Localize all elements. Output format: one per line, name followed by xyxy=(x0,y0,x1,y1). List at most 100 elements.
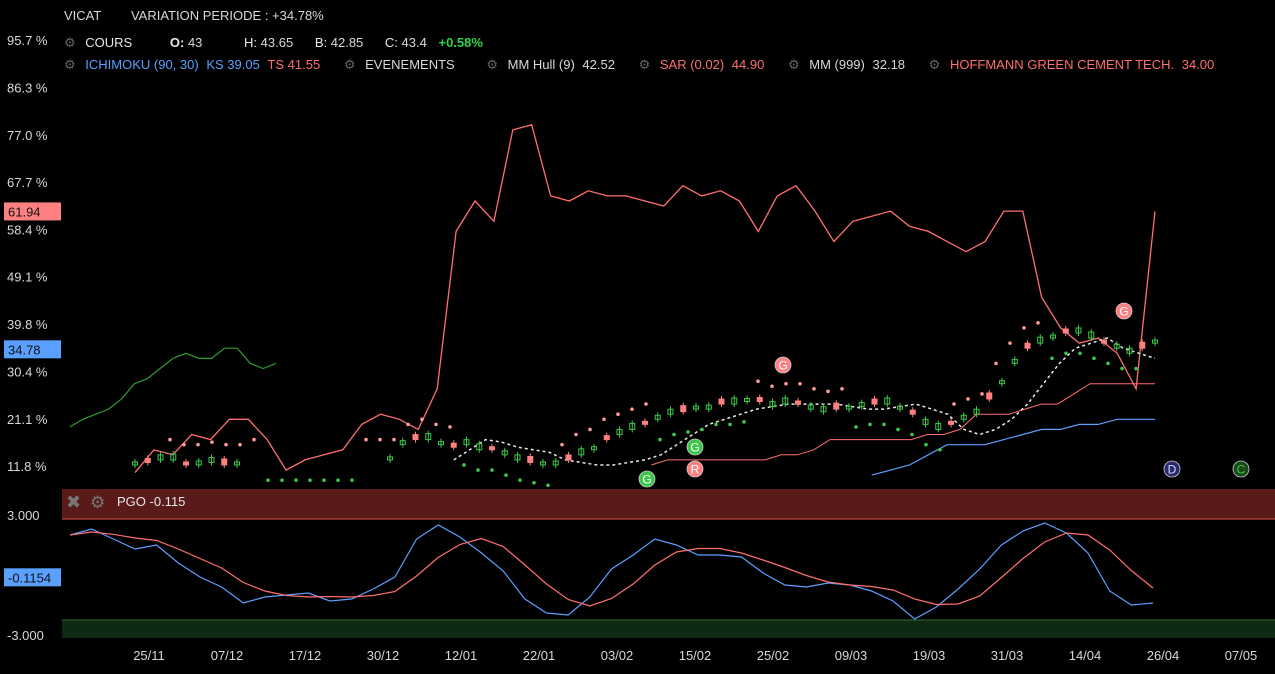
candle-body xyxy=(1011,358,1018,364)
candle-body xyxy=(820,406,827,413)
gear-icon[interactable]: ⚙ xyxy=(343,57,356,72)
y-tick-label: 21.1 % xyxy=(7,412,48,427)
sar-dot xyxy=(1064,351,1068,356)
event-badge[interactable] xyxy=(638,470,656,488)
sar-dot xyxy=(770,384,774,389)
sar-dot xyxy=(854,425,858,429)
event-badge[interactable] xyxy=(1232,460,1250,478)
candle-body xyxy=(1139,341,1146,349)
sar-value: 44.90 xyxy=(731,57,765,72)
price-marker xyxy=(4,340,61,359)
candle-body xyxy=(565,454,572,461)
gear-icon[interactable]: ⚙ xyxy=(787,57,800,72)
x-tick-label: 25/11 xyxy=(133,648,165,663)
pgo-markers: -0.1154 xyxy=(4,568,61,587)
variation-label: VARIATION PERIODE : +34.78% xyxy=(130,8,324,23)
x-tick-label: 17/12 xyxy=(289,648,322,663)
sar-dot xyxy=(602,417,606,422)
candle-body xyxy=(897,405,903,410)
candle-body xyxy=(667,408,674,415)
candle-body xyxy=(642,420,648,425)
candle-body xyxy=(744,398,750,403)
gear-icon[interactable]: ⚙ xyxy=(90,493,105,513)
candle-body xyxy=(132,461,138,466)
candle-body xyxy=(718,398,725,405)
x-tick-label: 19/03 xyxy=(913,648,946,663)
candle-body xyxy=(514,454,521,461)
candle-body xyxy=(603,435,610,441)
main-series xyxy=(69,124,1156,476)
sar-dot xyxy=(588,427,592,432)
cours-label[interactable]: COURS xyxy=(85,35,133,50)
sar-dot xyxy=(210,440,214,444)
event-badge[interactable] xyxy=(1163,460,1181,478)
pgo-series xyxy=(69,522,1154,620)
gear-icon[interactable]: ⚙ xyxy=(638,57,651,72)
sar-dot xyxy=(392,437,396,442)
mm999-label[interactable]: MM (999) xyxy=(809,57,865,72)
sar-dot xyxy=(322,478,326,483)
sar-dot xyxy=(336,478,340,483)
sar-dot xyxy=(406,422,410,427)
candle-body xyxy=(1062,328,1069,334)
candle-body xyxy=(756,397,763,403)
event-badge[interactable] xyxy=(1115,302,1133,320)
pgo-signal-line xyxy=(69,531,1154,607)
sar-dot xyxy=(630,407,634,411)
sar-dot xyxy=(896,427,900,432)
sar-dot xyxy=(728,422,732,427)
evenements-label[interactable]: EVENEMENTS xyxy=(365,57,455,72)
candle-body xyxy=(438,441,444,446)
event-badge-label: D xyxy=(1168,463,1177,477)
sar-dot xyxy=(1106,361,1110,366)
candle-body xyxy=(387,456,393,461)
sar-dot xyxy=(882,422,886,427)
open-label: O: xyxy=(169,35,185,50)
event-badge[interactable] xyxy=(686,438,704,456)
close-icon[interactable]: ✖ xyxy=(66,492,81,513)
ichimoku-label[interactable]: ICHIMOKU (90, 30) xyxy=(85,57,199,72)
candle-body xyxy=(960,414,967,420)
sar-dot xyxy=(840,387,844,391)
candle-body xyxy=(552,460,559,466)
sar-label[interactable]: SAR (0.02) xyxy=(659,57,725,72)
mmhull-label[interactable]: MM Hull (9) xyxy=(507,57,575,72)
candle-body xyxy=(858,402,865,408)
candle-body xyxy=(1024,342,1031,349)
x-tick-label: 25/02 xyxy=(757,648,790,663)
pgo-marker-label: -0.1154 xyxy=(8,570,51,585)
hoffmann-value: 34.00 xyxy=(1181,57,1215,72)
candle-body xyxy=(463,439,470,446)
candle-body xyxy=(1152,339,1158,344)
sar-dot xyxy=(1022,326,1026,330)
event-badge[interactable] xyxy=(686,460,704,478)
candle-body xyxy=(1037,336,1044,344)
sar-dot xyxy=(756,379,760,384)
candle-body xyxy=(909,409,916,415)
gear-icon[interactable]: ⚙ xyxy=(64,35,76,50)
sar-dot xyxy=(350,478,354,483)
x-tick-label: 09/03 xyxy=(835,648,868,663)
sar-dot xyxy=(994,361,998,366)
hoffmann-label[interactable]: HOFFMANN GREEN CEMENT TECH. xyxy=(949,57,1175,72)
event-badge[interactable] xyxy=(774,356,792,374)
gear-icon[interactable]: ⚙ xyxy=(64,57,76,72)
candle-body xyxy=(183,461,189,466)
pgo-tick-label: -3.000 xyxy=(7,628,44,643)
gear-icon[interactable]: ⚙ xyxy=(928,57,941,72)
hoffmann-line xyxy=(134,124,1156,474)
gear-icon[interactable]: ⚙ xyxy=(486,57,498,72)
y-tick-label: 58.4 % xyxy=(7,222,48,237)
sar-dot xyxy=(280,478,284,483)
candle-body xyxy=(871,398,878,405)
x-tick-label: 07/12 xyxy=(211,648,244,663)
candle-body xyxy=(208,456,215,463)
sar-dot xyxy=(658,437,662,442)
event-badge-label: R xyxy=(691,463,700,477)
sar-dot xyxy=(294,478,298,483)
sar-dot xyxy=(462,463,466,467)
candle-body xyxy=(527,455,534,463)
y-tick-label: 95.7 % xyxy=(7,33,48,48)
candlesticks xyxy=(132,324,1158,468)
